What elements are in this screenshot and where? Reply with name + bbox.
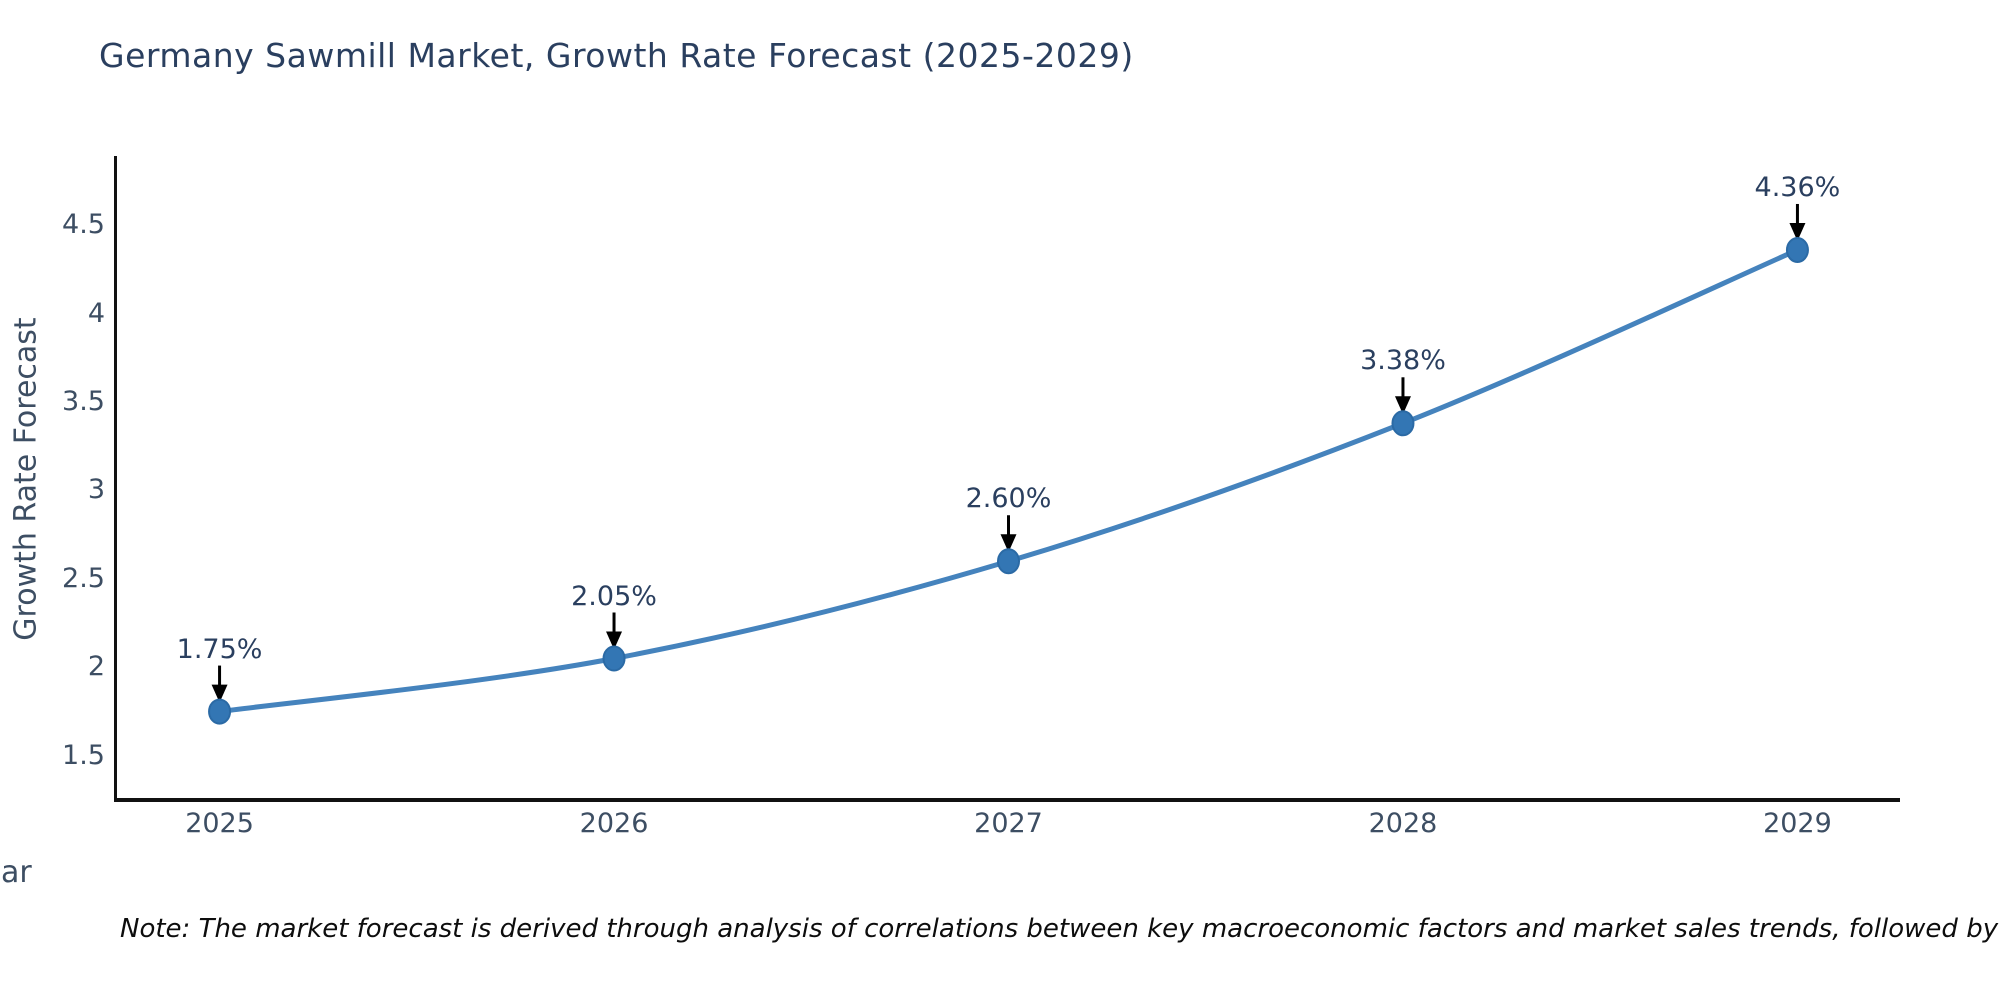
data-point-value-label: 2.60% — [965, 483, 1052, 515]
y-tick-label: 2 — [87, 651, 105, 683]
annotation-arrow-head — [606, 631, 623, 650]
y-tick-label: 1.5 — [62, 739, 105, 771]
x-tick-label: 2027 — [974, 808, 1043, 839]
x-tick-label: 2029 — [1763, 808, 1832, 839]
y-axis-title: Growth Rate Forecast — [8, 317, 44, 641]
data-point-value-label: 1.75% — [176, 633, 263, 665]
data-point-marker — [208, 698, 232, 725]
data-point-value-label: 3.38% — [1360, 345, 1446, 377]
forecast-line — [219, 247, 1799, 715]
x-tick-label: 2026 — [579, 808, 649, 839]
x-axis-title: Year — [0, 855, 32, 890]
chart-note: Note: The market forecast is derived thr… — [120, 914, 2000, 944]
data-point-marker — [997, 548, 1020, 575]
annotation-arrow-head — [1789, 222, 1806, 241]
data-point-value-label: 2.05% — [571, 580, 657, 612]
x-axis-line — [114, 798, 1900, 802]
data-point-marker — [602, 645, 626, 672]
x-tick-label: 2025 — [185, 808, 254, 839]
annotation-arrow-head — [211, 684, 228, 703]
data-point-value-label: 4.36% — [1754, 171, 1841, 203]
annotation-arrow-head — [1394, 396, 1411, 415]
y-tick-label: 2.5 — [62, 562, 105, 594]
y-tick-label: 4.5 — [62, 209, 105, 241]
x-tick-label: 2028 — [1368, 808, 1438, 839]
y-tick-label: 3 — [87, 474, 105, 506]
y-tick-label: 4 — [87, 297, 105, 329]
chart-title: Germany Sawmill Market, Growth Rate Fore… — [99, 36, 1134, 75]
y-axis-line — [114, 156, 117, 802]
data-point-marker — [1391, 410, 1415, 437]
annotation-arrow-head — [1000, 534, 1017, 553]
y-tick-label: 3.5 — [62, 386, 105, 418]
data-point-marker — [1785, 236, 1809, 263]
